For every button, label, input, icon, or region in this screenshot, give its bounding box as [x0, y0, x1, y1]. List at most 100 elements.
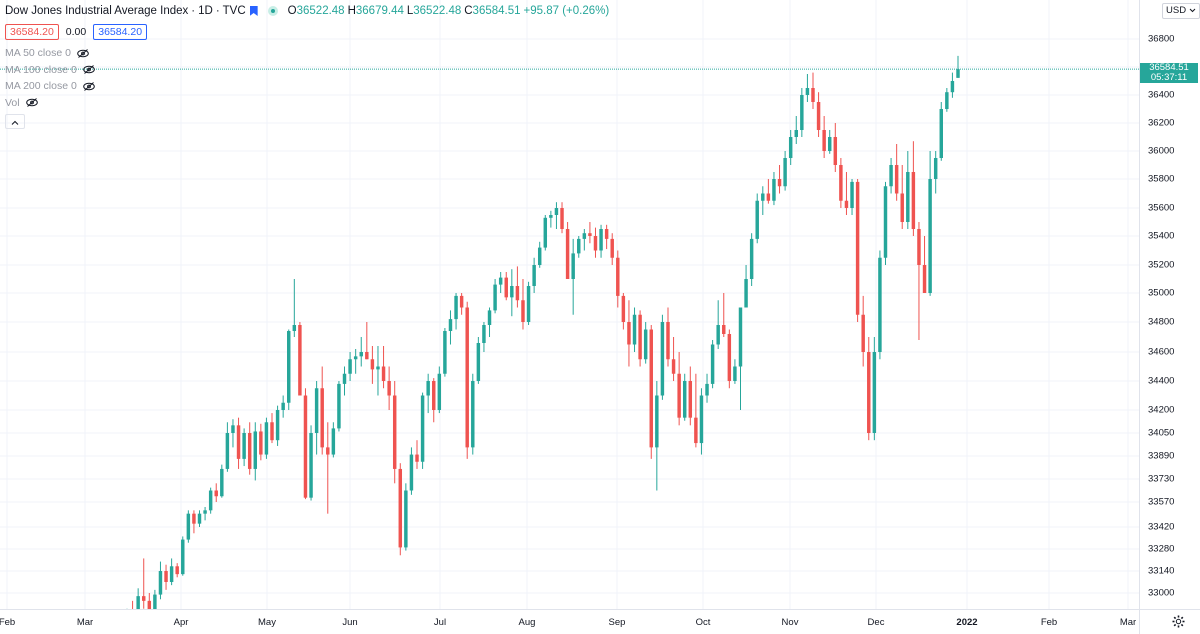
candle-body — [861, 315, 864, 352]
candle-body — [940, 109, 943, 158]
candle — [387, 367, 390, 411]
candle — [822, 116, 825, 158]
price-tick-label: 35200 — [1148, 260, 1174, 271]
currency-button[interactable]: USD — [1162, 3, 1200, 19]
collapse-legend-button[interactable] — [5, 114, 25, 129]
candle — [795, 116, 798, 144]
candle-series — [125, 56, 959, 609]
candle-body — [254, 431, 257, 468]
candle — [850, 179, 853, 215]
candle — [856, 179, 859, 322]
candle — [811, 73, 814, 109]
candle-body — [716, 325, 719, 345]
candle-body — [527, 286, 530, 322]
candle-body — [644, 330, 647, 360]
candle — [577, 236, 580, 258]
candle-body — [895, 165, 898, 194]
sell-price-button[interactable]: 36584.20 — [5, 24, 59, 40]
time-tick-label: Feb — [0, 617, 15, 628]
candle — [555, 202, 558, 229]
candle — [789, 130, 792, 165]
candle — [677, 352, 680, 425]
candle — [415, 440, 418, 469]
candle — [493, 279, 496, 313]
price-tick-label: 33570 — [1148, 497, 1174, 508]
candle — [934, 151, 937, 194]
candle — [549, 211, 552, 228]
candle — [465, 302, 468, 459]
candle-body — [404, 491, 407, 548]
candle-body — [683, 381, 686, 418]
settings-gear-icon[interactable] — [1172, 615, 1185, 633]
candle — [192, 510, 195, 533]
candle-body — [900, 194, 903, 223]
price-tick-label: 35600 — [1148, 203, 1174, 214]
countdown-timer: 05:37:11 — [1140, 73, 1198, 83]
flag-icon[interactable] — [250, 6, 258, 16]
price-tick-label: 33140 — [1148, 566, 1174, 577]
candle-body — [767, 194, 770, 201]
candle-body — [438, 374, 441, 410]
buy-price-button[interactable]: 36584.20 — [93, 24, 147, 40]
market-status-icon[interactable] — [268, 6, 278, 16]
eye-slash-icon[interactable] — [77, 49, 89, 58]
indicator-ma200[interactable]: MA 200 close 0 — [5, 78, 612, 95]
candle — [928, 151, 931, 296]
candle — [237, 418, 240, 469]
eye-slash-icon[interactable] — [83, 65, 95, 74]
candle-body — [544, 218, 547, 248]
candle-body — [421, 396, 424, 462]
candle — [488, 308, 491, 338]
indicator-volume[interactable]: Vol — [5, 95, 612, 112]
candle — [828, 130, 831, 154]
candle-body — [655, 396, 658, 448]
candle — [884, 182, 887, 265]
candle — [432, 378, 435, 422]
candle-body — [259, 431, 262, 454]
indicator-ma100[interactable]: MA 100 close 0 — [5, 62, 612, 79]
candle-body — [549, 215, 552, 218]
candle — [499, 272, 502, 293]
candle-body — [382, 367, 385, 382]
candle-body — [393, 396, 396, 469]
interval-label[interactable]: 1D — [198, 5, 213, 17]
candle — [215, 483, 218, 502]
candle-body — [839, 165, 842, 201]
candle-body — [912, 172, 915, 229]
candle-body — [588, 233, 591, 236]
indicator-ma50[interactable]: MA 50 close 0 — [5, 45, 612, 62]
candle — [198, 510, 201, 527]
price-axis[interactable]: 3660036400362003600035800356003540035200… — [1139, 0, 1200, 609]
indicator-label: MA 50 close 0 — [5, 47, 71, 59]
eye-slash-icon[interactable] — [26, 98, 38, 107]
candle-body — [906, 172, 909, 222]
candle — [638, 310, 641, 366]
candle — [298, 322, 301, 396]
candle-body — [426, 381, 429, 396]
candle — [516, 266, 519, 307]
candle-body — [705, 384, 708, 396]
candle — [254, 422, 257, 480]
price-tick-label: 34400 — [1148, 376, 1174, 387]
candle-body — [387, 381, 390, 396]
candle — [672, 337, 675, 381]
candle — [248, 422, 251, 474]
candle-body — [733, 367, 736, 382]
candle-body — [521, 300, 524, 322]
candle — [320, 367, 323, 455]
exchange-label: TVC — [223, 5, 246, 17]
candle — [276, 406, 279, 446]
price-tick-label: 34050 — [1148, 428, 1174, 439]
candle — [610, 233, 613, 265]
chevron-up-icon — [11, 116, 19, 128]
candle-body — [945, 92, 948, 109]
candle — [265, 418, 268, 459]
candle-body — [834, 137, 837, 165]
price-tick-label: 35400 — [1148, 231, 1174, 242]
eye-slash-icon[interactable] — [83, 82, 95, 91]
candle-body — [516, 286, 519, 300]
candle-body — [287, 331, 290, 403]
candle — [755, 194, 758, 244]
symbol-title[interactable]: Dow Jones Industrial Average Index — [5, 5, 188, 17]
